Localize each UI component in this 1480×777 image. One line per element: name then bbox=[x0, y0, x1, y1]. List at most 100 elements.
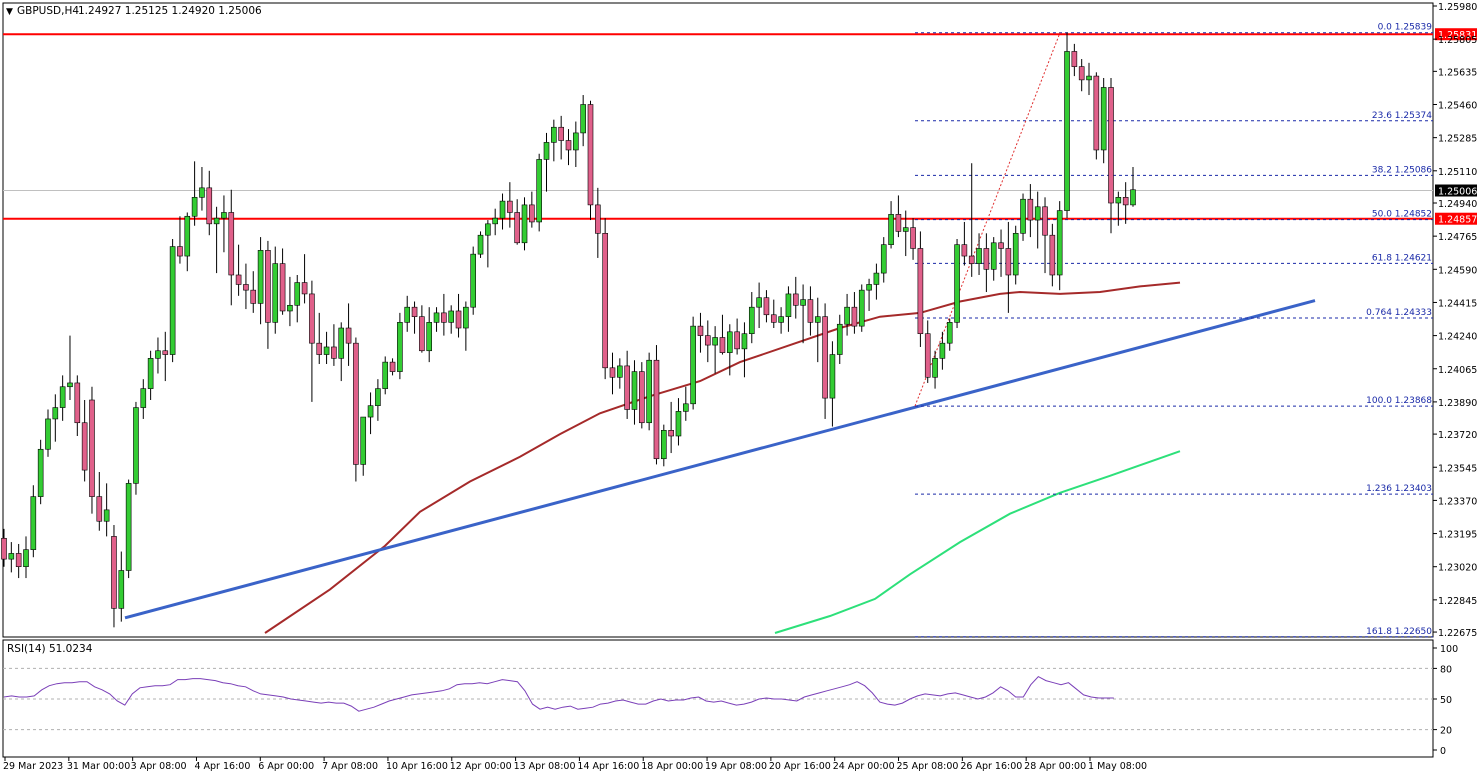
candle bbox=[184, 212, 191, 272]
candle-body bbox=[345, 327, 352, 344]
level-price-tag bbox=[1435, 212, 1477, 225]
candle-body bbox=[1042, 206, 1048, 236]
time-tick-label: 6 Apr 00:00 bbox=[258, 761, 314, 772]
candle-body bbox=[726, 331, 733, 353]
candle bbox=[287, 276, 293, 327]
candle-body bbox=[939, 342, 946, 359]
candle-body bbox=[243, 284, 249, 291]
candle bbox=[1012, 225, 1019, 285]
candle bbox=[213, 206, 220, 274]
candle bbox=[866, 278, 872, 311]
price-tick-label: 1.23720 bbox=[1438, 430, 1477, 441]
candle-body bbox=[785, 293, 792, 317]
candle-body bbox=[463, 306, 469, 329]
candle-body bbox=[675, 411, 682, 437]
candle-body bbox=[719, 337, 726, 353]
candle-body bbox=[59, 386, 66, 408]
candle-body bbox=[111, 536, 117, 609]
moving-averages bbox=[264, 281, 1181, 634]
candle-body bbox=[558, 126, 564, 141]
candle bbox=[792, 276, 799, 319]
candle-body bbox=[1086, 75, 1092, 81]
candle bbox=[946, 318, 953, 351]
candle-body bbox=[543, 142, 550, 160]
candle bbox=[118, 551, 125, 622]
candle-body bbox=[682, 403, 689, 412]
candle bbox=[470, 246, 476, 315]
candle-body bbox=[770, 314, 777, 323]
candle-body bbox=[668, 430, 674, 437]
candle bbox=[441, 293, 447, 336]
candle bbox=[1071, 43, 1078, 77]
candle-body bbox=[998, 242, 1004, 249]
price-tick-label: 1.24065 bbox=[1438, 365, 1477, 376]
candle bbox=[206, 170, 213, 236]
fib-level-label: 0.0 1.25839 bbox=[1378, 23, 1433, 33]
time-tick-label: 13 Apr 08:00 bbox=[514, 761, 576, 772]
dropdown-triangle-icon[interactable]: ▼ bbox=[6, 7, 13, 17]
candle bbox=[748, 292, 755, 344]
price-axis-labels: 1.25980 1.25805 1.25635 1.25460 1.25285 1.251… bbox=[1433, 2, 1477, 639]
candle-body bbox=[133, 407, 139, 484]
candle bbox=[463, 301, 469, 351]
candle bbox=[580, 95, 586, 147]
candle bbox=[250, 271, 257, 313]
candle-body bbox=[287, 304, 293, 312]
time-tick-label: 31 Mar 00:00 bbox=[67, 761, 130, 772]
fib-level-label: 23.6 1.25374 bbox=[1372, 111, 1432, 121]
candle bbox=[507, 182, 513, 228]
candle-body bbox=[814, 316, 821, 323]
candle bbox=[990, 237, 997, 281]
candle bbox=[829, 341, 836, 427]
candle-body bbox=[492, 217, 498, 225]
price-pane bbox=[2, 2, 1434, 638]
candle bbox=[1122, 182, 1129, 224]
price-tick-label: 1.25460 bbox=[1438, 101, 1477, 112]
rsi-label: RSI(14) 51.0234 bbox=[7, 643, 93, 655]
candle bbox=[294, 274, 301, 323]
candle bbox=[103, 483, 110, 537]
candle-body bbox=[221, 212, 227, 219]
candle-body bbox=[778, 316, 784, 323]
time-axis: 29 Mar 2023 31 Mar 00:00 3 Apr 08:00 4 Apr … bbox=[3, 757, 1147, 772]
candle bbox=[602, 218, 608, 380]
candle-body bbox=[748, 306, 755, 335]
candle bbox=[785, 286, 792, 332]
candle bbox=[96, 471, 103, 531]
fib-level-label: 1.236 1.23403 bbox=[1366, 484, 1432, 494]
candle-body bbox=[756, 297, 762, 308]
candle bbox=[433, 307, 440, 332]
candle bbox=[778, 307, 784, 334]
candle bbox=[895, 195, 902, 238]
candle-body bbox=[294, 282, 301, 306]
time-tick-label: 26 Apr 16:00 bbox=[960, 761, 1022, 772]
candle-body bbox=[976, 248, 982, 264]
time-tick-label: 19 Apr 08:00 bbox=[705, 761, 767, 772]
candle-body bbox=[851, 306, 858, 327]
candle-body bbox=[448, 310, 455, 323]
candle-body bbox=[646, 359, 652, 424]
candle-body bbox=[331, 346, 337, 359]
candle-body bbox=[23, 549, 29, 568]
candle bbox=[162, 331, 169, 382]
rsi-line bbox=[3, 675, 1114, 712]
price-tick-label: 1.24765 bbox=[1438, 232, 1477, 243]
candle-body bbox=[235, 274, 242, 285]
candle bbox=[375, 379, 381, 421]
candle-body bbox=[177, 246, 183, 257]
level-price-tag bbox=[1435, 28, 1477, 41]
candle bbox=[910, 218, 916, 260]
candle bbox=[976, 233, 982, 275]
candle bbox=[191, 161, 198, 226]
candle bbox=[712, 326, 718, 374]
candle bbox=[675, 398, 682, 446]
price-tick-label: 1.23890 bbox=[1438, 398, 1477, 409]
candle bbox=[639, 362, 645, 429]
candle bbox=[704, 320, 711, 363]
candle-body bbox=[199, 187, 205, 198]
candle bbox=[52, 394, 59, 442]
candle bbox=[323, 331, 330, 365]
candle-body bbox=[507, 200, 513, 213]
fib-level-label: 38.2 1.25086 bbox=[1372, 165, 1432, 175]
candle bbox=[477, 231, 484, 258]
